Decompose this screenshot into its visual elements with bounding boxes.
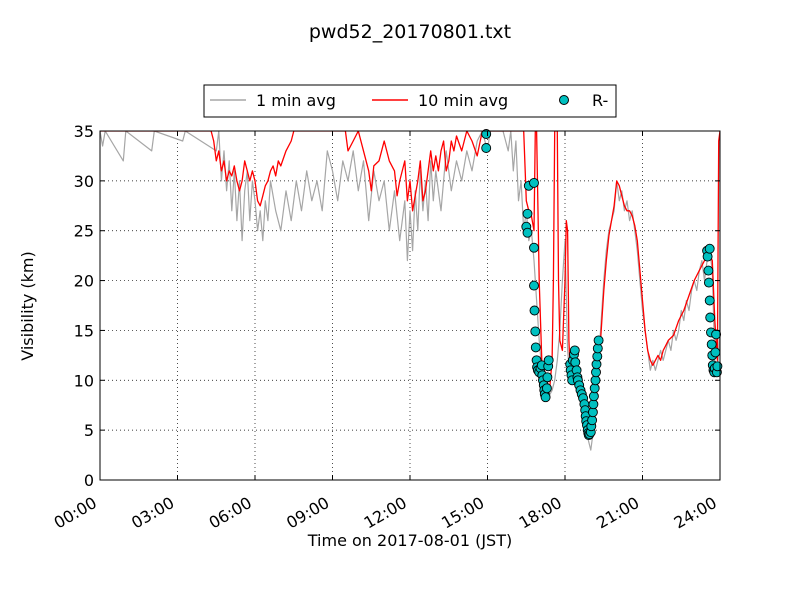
x-tick-label: 15:00 bbox=[438, 493, 487, 533]
legend-label-10min: 10 min avg bbox=[418, 91, 508, 110]
x-tick-label: 00:00 bbox=[51, 493, 100, 533]
x-tick-label: 21:00 bbox=[593, 493, 642, 533]
y-tick-label: 0 bbox=[84, 471, 94, 490]
rain-marker bbox=[706, 339, 717, 350]
legend-label-rain: R- bbox=[592, 91, 608, 110]
rain-marker bbox=[711, 329, 722, 340]
y-tick-label: 5 bbox=[84, 421, 94, 440]
y-tick-label: 30 bbox=[74, 172, 94, 191]
y-tick-label: 25 bbox=[74, 222, 94, 241]
series-layer bbox=[100, 131, 720, 451]
rain-marker bbox=[529, 280, 539, 291]
rain-marker bbox=[703, 265, 714, 276]
y-tick-label: 10 bbox=[74, 371, 94, 390]
rain-marker bbox=[481, 143, 492, 153]
rain-marker bbox=[540, 392, 551, 403]
x-axis-label: Time on 2017-08-01 (JST) bbox=[307, 531, 512, 550]
rain-marker bbox=[529, 305, 540, 316]
chart-title: pwd52_20170801.txt bbox=[309, 21, 511, 43]
rain-marker bbox=[529, 177, 539, 188]
x-tick-label: 03:00 bbox=[128, 493, 177, 533]
rain-marker bbox=[530, 326, 541, 337]
rain-marker bbox=[593, 335, 604, 346]
rain-marker bbox=[542, 372, 553, 383]
y-tick-label: 20 bbox=[74, 272, 94, 291]
rain-marker bbox=[481, 129, 492, 139]
rain-marker bbox=[522, 227, 533, 238]
x-tick-label: 09:00 bbox=[283, 493, 332, 533]
rain-marker bbox=[710, 347, 721, 358]
legend: 1 min avg 10 min avg R- bbox=[203, 84, 617, 118]
rain-marker bbox=[705, 312, 716, 323]
rain-marker bbox=[712, 361, 723, 372]
rain-marker bbox=[570, 357, 581, 368]
series-line-10min-avg bbox=[100, 131, 720, 436]
legend-marker-rain bbox=[559, 95, 569, 105]
rain-marker bbox=[569, 345, 580, 356]
rain-marker bbox=[543, 355, 554, 366]
legend-box bbox=[203, 84, 617, 118]
rain-marker bbox=[530, 342, 541, 353]
rain-marker bbox=[529, 242, 539, 253]
series-line-1min-avg bbox=[100, 131, 720, 451]
rain-marker bbox=[704, 243, 715, 254]
y-tick-label: 35 bbox=[74, 122, 94, 141]
y-axis-label: Visibility (km) bbox=[18, 251, 37, 360]
rain-marker bbox=[541, 383, 552, 394]
rain-marker bbox=[703, 277, 714, 288]
x-tick-label: 24:00 bbox=[671, 493, 720, 533]
rain-marker bbox=[704, 295, 715, 306]
x-tick-label: 12:00 bbox=[361, 493, 410, 533]
x-tick-label: 18:00 bbox=[516, 493, 565, 533]
y-tick-label: 15 bbox=[74, 321, 94, 340]
ticks-layer: 00:00 03:00 06:00 09:00 12:00 15:00 18:00 21:00… bbox=[51, 122, 721, 533]
legend-label-1min: 1 min avg bbox=[256, 91, 336, 110]
x-tick-label: 06:00 bbox=[206, 493, 255, 533]
rain-marker bbox=[522, 208, 533, 219]
